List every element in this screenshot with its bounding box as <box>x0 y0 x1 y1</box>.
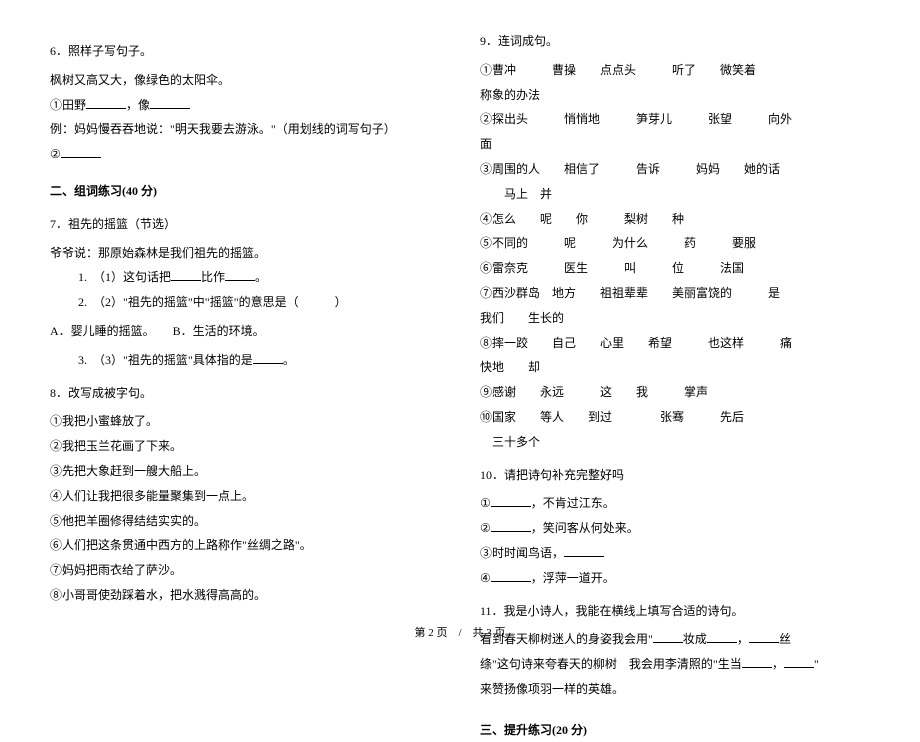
blank <box>171 269 201 281</box>
q10-2: ② ，笑问客从何处来。 <box>480 517 870 540</box>
blank <box>491 495 531 507</box>
q10-1: ① ，不肯过江东。 <box>480 492 870 515</box>
q9-2a: ②探出头 悄悄地 笋芽儿 张望 向外 <box>480 108 870 131</box>
q8-7: ⑦妈妈把雨衣给了萨沙。 <box>50 559 440 582</box>
q8-4: ④人们让我把很多能量聚集到一点上。 <box>50 485 440 508</box>
q8-5: ⑤他把羊圈修得结结实实的。 <box>50 510 440 533</box>
q10-4b: ，浮萍一道开。 <box>531 571 615 585</box>
page-footer: 第 2 页 / 共 3 页 <box>0 624 920 640</box>
q11-l2a: 绦"这句诗来夸春天的柳树 我会用李清照的"生当 <box>480 657 742 671</box>
q7-sub3-a: 3. （3）"祖先的摇篮"具体指的是 <box>78 353 253 367</box>
q7-sub2: 2. （2）"祖先的摇篮"中"摇篮"的意思是（ ） <box>50 291 440 314</box>
blank <box>225 269 255 281</box>
q9-7b: 我们 生长的 <box>480 307 870 330</box>
blank <box>491 520 531 532</box>
q11-l2: 绦"这句诗来夸春天的柳树 我会用李清照的"生当 ， " <box>480 653 870 676</box>
q9-9: ⑨感谢 永远 这 我 掌声 <box>480 381 870 404</box>
q6-item1-a: ①田野 <box>50 98 86 112</box>
q7-title: 7．祖先的摇篮（节选） <box>50 213 440 236</box>
q11-l2c: " <box>814 657 819 671</box>
q9-1a: ①曹冲 曹操 点点头 听了 微笑着 <box>480 59 870 82</box>
q9-5: ⑤不同的 呢 为什么 药 要服 <box>480 232 870 255</box>
q9-10b: 三十多个 <box>480 431 870 454</box>
q9-8b: 快地 却 <box>480 356 870 379</box>
q10-4a: ④ <box>480 571 491 585</box>
q10-title: 10．请把诗句补充完整好吗 <box>480 464 870 487</box>
q9-4: ④怎么 呢 你 梨树 种 <box>480 208 870 231</box>
q8-8: ⑧小哥哥使劲踩着水，把水溅得高高的。 <box>50 584 440 607</box>
blank <box>150 97 190 109</box>
q7-sub1-b: 比作 <box>201 270 225 284</box>
q7-options: A．婴儿睡的摇篮。 B．生活的环境。 <box>50 320 440 343</box>
blank <box>564 545 604 557</box>
q11-l3: 来赞扬像项羽一样的英雄。 <box>480 678 870 701</box>
q6-item1-b: ，像 <box>126 98 150 112</box>
q6-item1: ①田野 ，像 <box>50 94 440 117</box>
q8-3: ③先把大象赶到一艘大船上。 <box>50 460 440 483</box>
q7-passage: 爷爷说：那原始森林是我们祖先的摇篮。 <box>50 242 440 265</box>
blank <box>491 570 531 582</box>
q10-3: ③时时闻鸟语， <box>480 542 870 565</box>
q9-1b: 称象的办法 <box>480 84 870 107</box>
q8-6: ⑥人们把这条贯通中西方的上路称作"丝绸之路"。 <box>50 534 440 557</box>
q7-sub3-b: 。 <box>283 353 295 367</box>
q6-example: 枫树又高又大，像绿色的太阳伞。 <box>50 69 440 92</box>
q11-l2b: ， <box>772 657 784 671</box>
q10-4: ④ ，浮萍一道开。 <box>480 567 870 590</box>
q9-7a: ⑦西沙群岛 地方 祖祖辈辈 美丽富饶的 是 <box>480 282 870 305</box>
q7-sub1: 1. （1）这句话把 比作 。 <box>50 266 440 289</box>
blank <box>784 656 814 668</box>
q10-1b: ，不肯过江东。 <box>531 496 615 510</box>
q8-1: ①我把小蜜蜂放了。 <box>50 410 440 433</box>
q11-title: 11．我是小诗人，我能在横线上填写合适的诗句。 <box>480 600 870 623</box>
q7-sub3: 3. （3）"祖先的摇篮"具体指的是 。 <box>50 349 440 372</box>
section-3-title: 三、提升练习(20 分) <box>480 719 870 742</box>
blank <box>61 146 101 158</box>
section-2-title: 二、组词练习(40 分) <box>50 180 440 203</box>
q7-sub1-c: 。 <box>255 270 267 284</box>
blank <box>86 97 126 109</box>
q10-2b: ，笑问客从何处来。 <box>531 521 639 535</box>
q9-title: 9．连词成句。 <box>480 30 870 53</box>
q6-item2: ② <box>50 143 440 166</box>
q8-title: 8．改写成被字句。 <box>50 382 440 405</box>
q7-sub1-a: 1. （1）这句话把 <box>78 270 171 284</box>
q8-2: ②我把玉兰花画了下来。 <box>50 435 440 458</box>
blank <box>253 352 283 364</box>
q9-10a: ⑩国家 等人 到过 张骞 先后 <box>480 406 870 429</box>
page-columns: 6．照样子写句子。 枫树又高又大，像绿色的太阳伞。 ①田野 ，像 例：妈妈慢吞吞地… <box>50 30 870 610</box>
q10-1a: ① <box>480 496 491 510</box>
q9-6: ⑥雷奈克 医生 叫 位 法国 <box>480 257 870 280</box>
left-column: 6．照样子写句子。 枫树又高又大，像绿色的太阳伞。 ①田野 ，像 例：妈妈慢吞吞地… <box>50 30 440 610</box>
q9-2b: 面 <box>480 133 870 156</box>
q6-item2-a: ② <box>50 147 61 161</box>
q10-2a: ② <box>480 521 491 535</box>
right-column: 9．连词成句。 ①曹冲 曹操 点点头 听了 微笑着 称象的办法 ②探出头 悄悄地… <box>480 30 870 610</box>
q6-example2: 例：妈妈慢吞吞地说："明天我要去游泳。"（用划线的词写句子） <box>50 118 440 141</box>
q6-title: 6．照样子写句子。 <box>50 40 440 63</box>
q10-3a: ③时时闻鸟语， <box>480 546 564 560</box>
q9-3a: ③周围的人 相信了 告诉 妈妈 她的话 <box>480 158 870 181</box>
q9-8a: ⑧摔一跤 自己 心里 希望 也这样 痛 <box>480 332 870 355</box>
blank <box>742 656 772 668</box>
q9-3b: 马上 并 <box>480 183 870 206</box>
